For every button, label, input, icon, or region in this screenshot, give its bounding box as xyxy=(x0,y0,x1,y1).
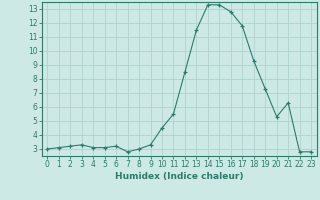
X-axis label: Humidex (Indice chaleur): Humidex (Indice chaleur) xyxy=(115,172,244,181)
